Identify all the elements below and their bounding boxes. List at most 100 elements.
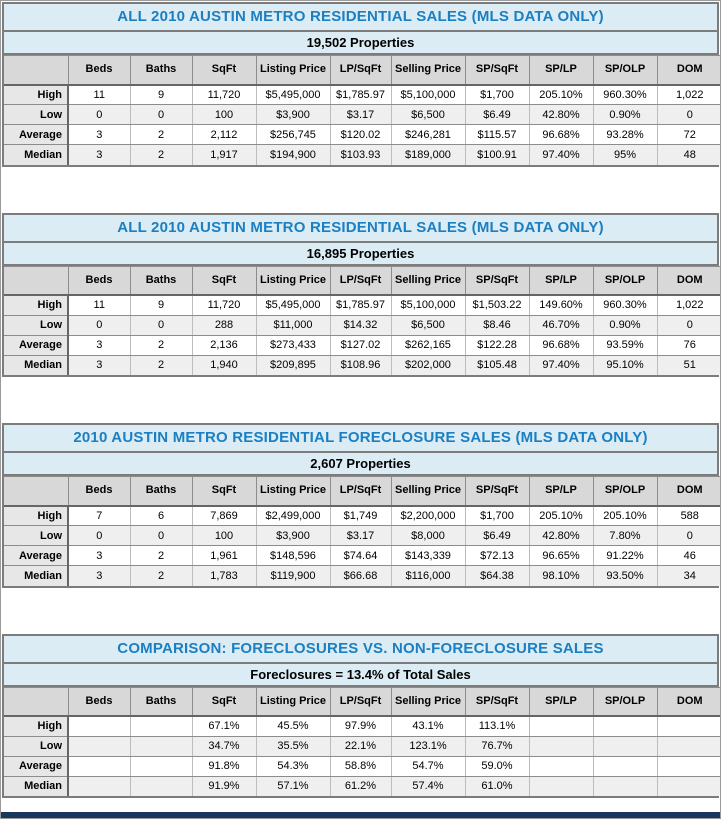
data-cell: $100.91 <box>465 144 530 165</box>
data-cell: 54.7% <box>391 756 466 777</box>
data-cell: 9 <box>130 295 193 316</box>
data-cell <box>68 716 131 737</box>
data-cell: 149.60% <box>529 295 594 316</box>
data-cell: 67.1% <box>192 716 257 737</box>
table-row: Low 0 0 100 $3,900 $3.17 $8,000 $6.49 42.80% 7.80… <box>4 525 720 546</box>
data-cell: 2,112 <box>192 124 257 145</box>
data-cell: 61.0% <box>465 776 530 796</box>
table-title: COMPARISON: FORECLOSURES VS. NON-FORECLO… <box>4 635 717 664</box>
data-cell: 57.4% <box>391 776 466 796</box>
table-row: Average 3 2 2,136 $273,433 $127.02 $262,165 $12… <box>4 335 720 356</box>
row-label-median: Median <box>4 144 69 165</box>
col-header-selling-price: Selling Price <box>390 265 466 296</box>
header-row: Beds Baths SqFt Listing Price LP/SqFt Selling… <box>4 686 720 717</box>
table-head: Beds Baths SqFt Listing Price LP/SqFt Selling… <box>4 686 720 717</box>
data-cell: 95.10% <box>593 355 658 375</box>
data-cell <box>657 716 720 737</box>
col-header-beds: Beds <box>67 686 131 717</box>
data-cell: 3 <box>68 545 131 566</box>
data-cell: $119,900 <box>256 565 331 586</box>
table-row: Median 91.9% 57.1% 61.2% 57.4% 61.0% <box>4 776 720 796</box>
col-header-listing-price: Listing Price <box>255 686 331 717</box>
row-label-median: Median <box>4 355 69 375</box>
col-header-sp-lp: SP/LP <box>528 55 594 86</box>
data-cell: 59.0% <box>465 756 530 777</box>
data-cell: $74.64 <box>330 545 392 566</box>
data-cell: 100 <box>192 104 257 125</box>
data-cell: 46 <box>657 545 720 566</box>
data-cell: 2 <box>130 355 193 375</box>
data-cell: 6 <box>130 505 193 526</box>
data-cell <box>529 756 594 777</box>
data-cell: 76 <box>657 335 720 356</box>
table-body: High 11 9 11,720 $5,495,000 $1,785.97 $5,100,0… <box>4 84 720 165</box>
data-cell: 43.1% <box>391 716 466 737</box>
data-cell: 3 <box>68 565 131 586</box>
data-cell: 35.5% <box>256 736 331 757</box>
data-cell: $202,000 <box>391 355 466 375</box>
col-header-sp-sqft: SP/SqFt <box>464 476 530 507</box>
col-header-dom: DOM <box>656 686 720 717</box>
data-cell: $11,000 <box>256 315 331 336</box>
data-cell: $6.49 <box>465 525 530 546</box>
data-cell: 205.10% <box>529 84 594 105</box>
table-title: 2010 AUSTIN METRO RESIDENTIAL FORECLOSUR… <box>4 425 717 453</box>
data-cell: $122.28 <box>465 335 530 356</box>
col-header-blank <box>4 476 69 507</box>
table-subtitle: 19,502 Properties <box>4 32 717 55</box>
data-cell: 1,940 <box>192 355 257 375</box>
col-header-baths: Baths <box>129 686 193 717</box>
data-cell <box>593 736 658 757</box>
data-cell <box>68 736 131 757</box>
data-cell: 1,022 <box>657 295 720 316</box>
col-header-beds: Beds <box>67 265 131 296</box>
col-header-lp-sqft: LP/SqFt <box>329 476 392 507</box>
data-cell: 96.68% <box>529 335 594 356</box>
data-cell <box>529 716 594 737</box>
data-cell <box>130 736 193 757</box>
data-cell: $143,339 <box>391 545 466 566</box>
data-cell: $262,165 <box>391 335 466 356</box>
col-header-sqft: SqFt <box>191 265 257 296</box>
col-header-sp-lp: SP/LP <box>528 686 594 717</box>
data-cell: 93.50% <box>593 565 658 586</box>
data-cell: 97.40% <box>529 355 594 375</box>
data-cell: $6.49 <box>465 104 530 125</box>
data-cell: 95% <box>593 144 658 165</box>
data-cell: $148,596 <box>256 545 331 566</box>
col-header-selling-price: Selling Price <box>390 686 466 717</box>
data-cell: 0.90% <box>593 104 658 125</box>
table-row: Average 3 2 1,961 $148,596 $74.64 $143,339 $72.… <box>4 545 720 566</box>
stats-table: Beds Baths SqFt Listing Price LP/SqFt Selling… <box>4 686 720 796</box>
row-label-low: Low <box>4 104 69 125</box>
data-cell: $6,500 <box>391 104 466 125</box>
data-cell <box>593 776 658 796</box>
header-row: Beds Baths SqFt Listing Price LP/SqFt Selling… <box>4 55 720 86</box>
data-cell: 91.9% <box>192 776 257 796</box>
data-cell <box>657 736 720 757</box>
data-cell: $108.96 <box>330 355 392 375</box>
data-cell: $115.57 <box>465 124 530 145</box>
table-body: High 67.1% 45.5% 97.9% 43.1% 113.1% Low 34.7% 35… <box>4 716 720 796</box>
data-cell: 288 <box>192 315 257 336</box>
table-row: Low 34.7% 35.5% 22.1% 123.1% 76.7% <box>4 736 720 757</box>
col-header-dom: DOM <box>656 265 720 296</box>
data-cell <box>130 756 193 777</box>
data-cell <box>529 736 594 757</box>
data-cell: 2,136 <box>192 335 257 356</box>
table-row: Median 3 2 1,783 $119,900 $66.68 $116,000 $64.3… <box>4 565 720 586</box>
data-cell <box>130 776 193 796</box>
data-cell: $273,433 <box>256 335 331 356</box>
data-cell: 960.30% <box>593 295 658 316</box>
data-cell: $2,499,000 <box>256 505 331 526</box>
col-header-selling-price: Selling Price <box>390 476 466 507</box>
data-cell: $103.93 <box>330 144 392 165</box>
row-label-high: High <box>4 716 69 737</box>
bottom-bar <box>1 812 720 818</box>
data-cell: $1,785.97 <box>330 84 392 105</box>
table-title: ALL 2010 AUSTIN METRO RESIDENTIAL SALES … <box>4 4 717 32</box>
data-cell: 205.10% <box>593 505 658 526</box>
col-header-lp-sqft: LP/SqFt <box>329 265 392 296</box>
data-cell: 11 <box>68 84 131 105</box>
